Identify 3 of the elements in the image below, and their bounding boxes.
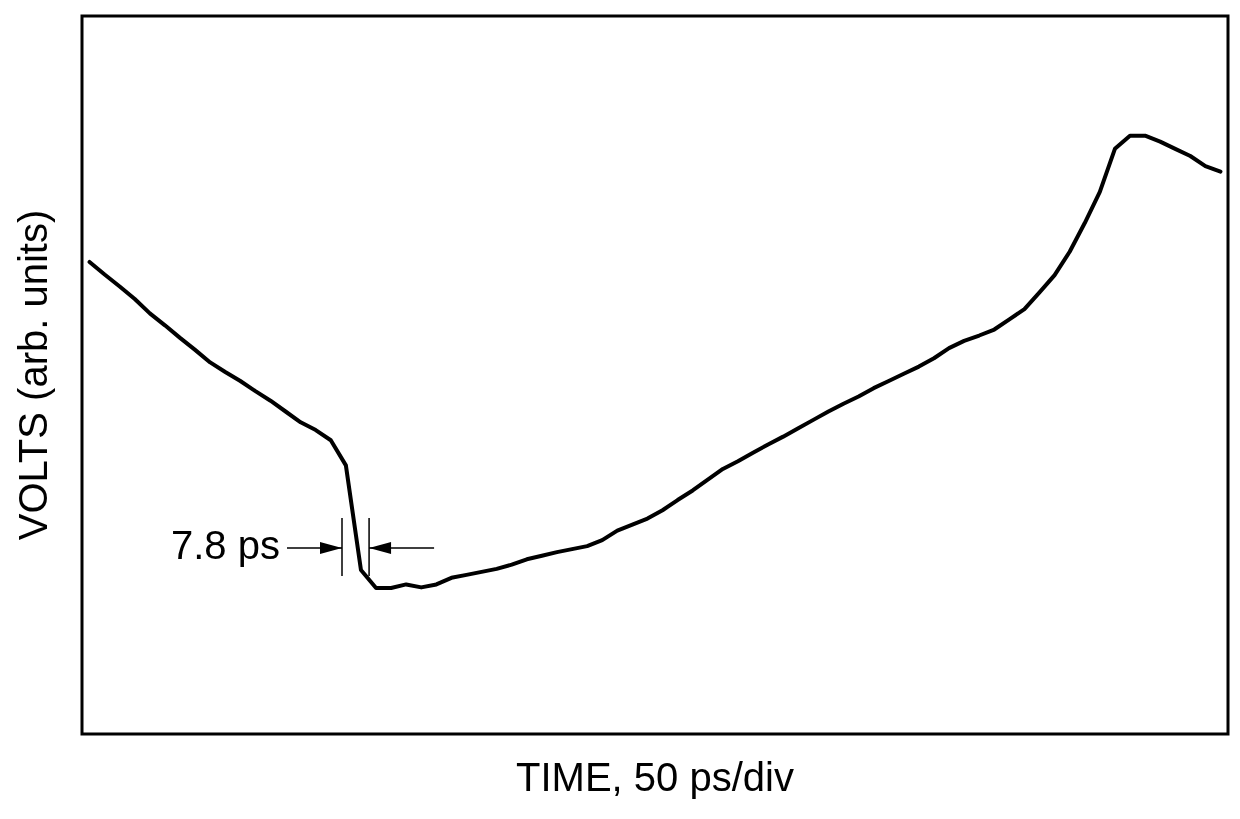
annotation: 7.8 ps (170, 522, 280, 567)
x-axis-title: TIME, 50 ps/div (516, 755, 794, 800)
y-axis-title: VOLTS (arb. units) (11, 209, 56, 541)
